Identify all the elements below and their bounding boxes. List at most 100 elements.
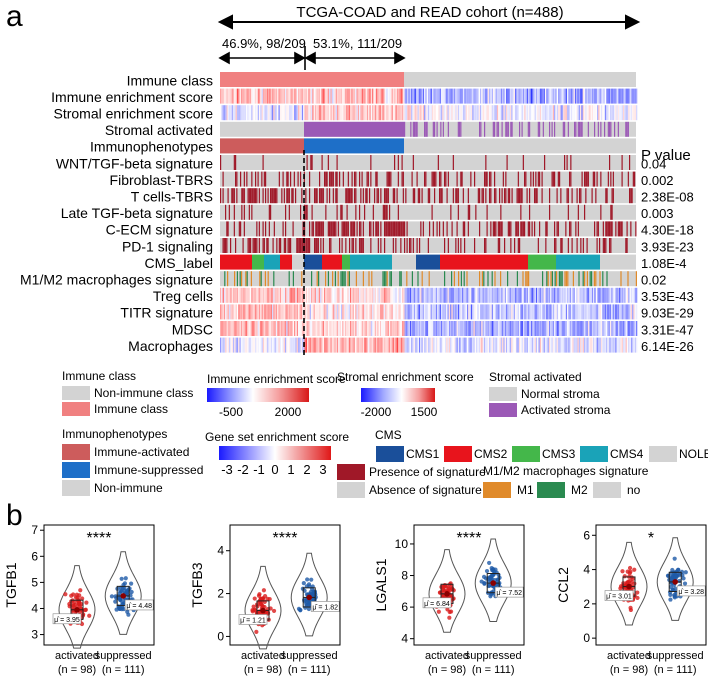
heatmap-cell bbox=[503, 88, 505, 104]
heatmap-cell bbox=[543, 337, 545, 353]
heatmap-cell bbox=[340, 304, 343, 320]
heatmap-cell bbox=[225, 238, 227, 253]
heatmap-cell bbox=[513, 105, 516, 121]
heatmap-cell bbox=[434, 188, 436, 204]
heatmap-cell bbox=[331, 337, 334, 353]
heatmap-cell bbox=[517, 188, 519, 204]
heatmap-cell bbox=[392, 304, 395, 320]
heatmap-cell bbox=[435, 88, 438, 104]
heatmap-cell bbox=[392, 287, 395, 303]
heatmap-cell bbox=[505, 171, 507, 187]
heatmap-cell bbox=[501, 188, 503, 204]
mean-point bbox=[306, 594, 313, 601]
heatmap-cell bbox=[355, 321, 357, 336]
heatmap-cell bbox=[394, 105, 396, 121]
heatmap-cell bbox=[584, 287, 586, 303]
heatmap-cell bbox=[464, 304, 466, 320]
heatmap-cell bbox=[496, 105, 499, 121]
heatmap-cell bbox=[464, 88, 466, 104]
heatmap-cell bbox=[255, 105, 257, 121]
heatmap-cell bbox=[247, 287, 249, 303]
heatmap-cell bbox=[464, 337, 466, 353]
heatmap-cell bbox=[428, 321, 430, 336]
heatmap-cell bbox=[394, 155, 396, 170]
heatmap-cell bbox=[320, 337, 322, 353]
heatmap-cell bbox=[356, 337, 358, 353]
heatmap-cell bbox=[589, 337, 591, 353]
heatmap-cell bbox=[360, 88, 362, 104]
heatmap-cell bbox=[252, 304, 254, 320]
heatmap-cell bbox=[236, 171, 238, 187]
heatmap-cell bbox=[604, 304, 607, 320]
heatmap-cell bbox=[314, 304, 317, 320]
heatmap-cell bbox=[505, 188, 507, 204]
heatmap-cell bbox=[396, 88, 399, 104]
heatmap-cell bbox=[416, 304, 418, 320]
heatmap-cell bbox=[240, 221, 242, 237]
heatmap-cell bbox=[256, 304, 258, 320]
heatmap-cell bbox=[325, 271, 327, 287]
heatmap-cell bbox=[428, 304, 430, 320]
heatmap-cell bbox=[417, 337, 419, 353]
heatmap-cell bbox=[338, 88, 340, 104]
heatmap-cell bbox=[516, 105, 518, 121]
heatmap-cell bbox=[324, 304, 326, 320]
heatmap-cell bbox=[577, 304, 579, 320]
heatmap-cell bbox=[283, 105, 285, 121]
heatmap-cell bbox=[575, 121, 577, 137]
heatmap-cell bbox=[580, 188, 582, 204]
heatmap-cell bbox=[610, 88, 612, 104]
heatmap-cell bbox=[554, 221, 556, 237]
y-tick-label: 6 bbox=[31, 549, 38, 563]
heatmap-cell bbox=[236, 271, 238, 287]
heatmap-cell bbox=[612, 105, 614, 121]
heatmap-cell bbox=[253, 321, 256, 336]
heatmap-cell bbox=[290, 171, 292, 187]
heatmap-cell bbox=[326, 304, 328, 320]
heatmap-cell bbox=[314, 188, 316, 204]
heatmap-cell bbox=[473, 321, 475, 336]
heatmap-cell bbox=[627, 271, 629, 287]
heatmap-cell bbox=[267, 188, 269, 204]
heatmap-cell bbox=[507, 188, 509, 204]
heatmap-cell bbox=[270, 88, 272, 104]
heatmap-cell bbox=[317, 88, 319, 104]
heatmap-cell bbox=[253, 337, 256, 353]
heatmap-cell bbox=[374, 105, 376, 121]
heatmap-cell bbox=[340, 287, 343, 303]
heatmap-cell bbox=[403, 321, 405, 336]
heatmap-cell bbox=[606, 88, 608, 104]
heatmap-cell bbox=[342, 304, 344, 320]
heatmap-cell bbox=[317, 304, 319, 320]
heatmap-cell bbox=[266, 321, 269, 336]
heatmap-cell bbox=[351, 105, 353, 121]
heatmap-row-bg bbox=[220, 155, 636, 170]
heatmap-cell bbox=[430, 304, 432, 320]
mean-label-box bbox=[494, 586, 524, 598]
heatmap-cell bbox=[571, 304, 573, 320]
heatmap-cell bbox=[461, 304, 464, 320]
legend-activated-stroma-label: Activated stroma bbox=[521, 403, 611, 417]
heatmap-cell bbox=[326, 337, 328, 353]
heatmap-cell bbox=[541, 171, 543, 187]
heatmap-cell bbox=[635, 221, 637, 237]
heatmap-cell bbox=[533, 321, 535, 336]
data-point bbox=[109, 594, 115, 599]
heatmap-cell bbox=[385, 271, 387, 287]
heatmap-cell bbox=[321, 105, 323, 121]
heatmap-cell bbox=[334, 221, 336, 237]
heatmap-cell bbox=[586, 171, 588, 187]
heatmap-cell bbox=[228, 204, 230, 220]
heatmap-cell bbox=[270, 304, 272, 320]
legend-cms-title: CMS bbox=[375, 428, 402, 442]
heatmap-cell bbox=[421, 105, 423, 121]
heatmap-cell bbox=[322, 337, 324, 353]
data-point bbox=[67, 601, 72, 607]
heatmap-cell bbox=[606, 188, 608, 204]
heatmap-cell bbox=[378, 321, 380, 336]
heatmap-cell bbox=[576, 304, 578, 320]
heatmap-cell bbox=[220, 188, 222, 204]
heatmap-cell bbox=[472, 321, 474, 336]
heatmap-cell bbox=[300, 304, 302, 320]
heatmap-cell bbox=[294, 321, 296, 336]
